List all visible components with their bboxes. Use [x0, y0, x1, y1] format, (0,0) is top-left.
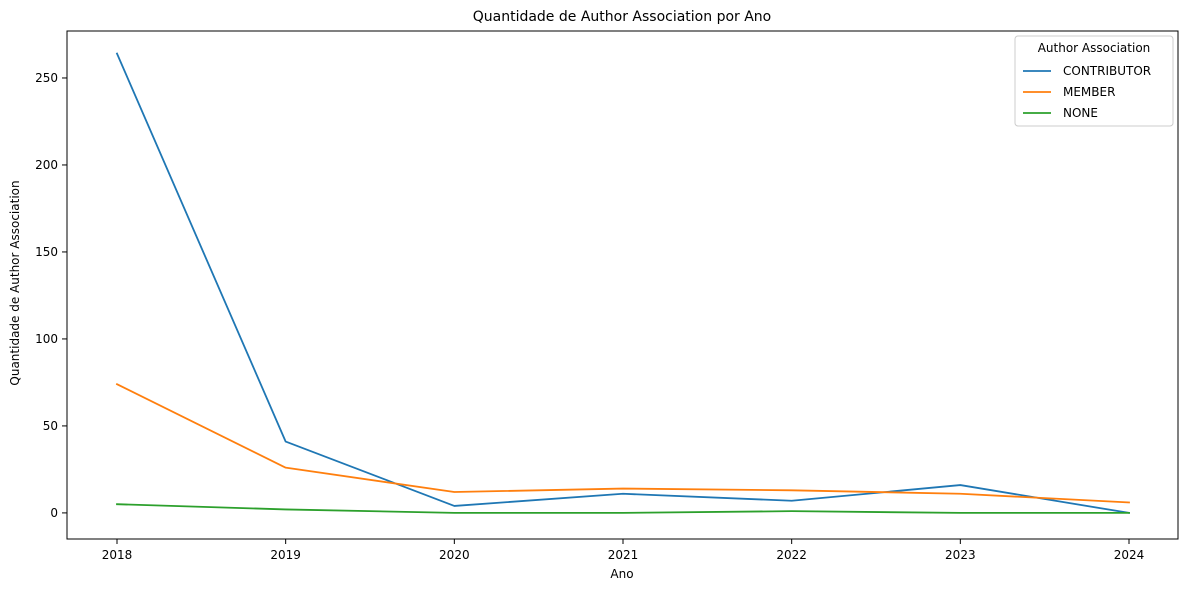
x-axis: 2018 2019 2020 2021 2022 2023 2024 [102, 539, 1145, 562]
series-line-none [116, 503, 1130, 514]
legend-label-contributor: CONTRIBUTOR [1063, 64, 1151, 78]
legend: Author Association CONTRIBUTOR MEMBER NONE [1014, 35, 1174, 127]
chart-title: Quantidade de Author Association por Ano [473, 9, 772, 25]
legend-label-member: MEMBER [1063, 85, 1115, 99]
y-tick-label: 0 [50, 506, 58, 520]
series-layer [115, 52, 1131, 514]
y-tick-label: 150 [35, 245, 58, 259]
x-tick-label: 2021 [608, 548, 639, 562]
y-tick-label: 250 [35, 71, 58, 85]
legend-box [1014, 35, 1174, 127]
x-axis-label: Ano [610, 567, 633, 581]
y-axis-label: Quantidade de Author Association [8, 180, 22, 385]
x-tick-label: 2023 [945, 548, 976, 562]
x-tick-label: 2018 [102, 548, 133, 562]
x-tick-label: 2022 [776, 548, 807, 562]
y-axis: 0 50 100 150 200 250 [35, 71, 67, 520]
y-tick-label: 100 [35, 332, 58, 346]
x-tick-label: 2024 [1114, 548, 1145, 562]
legend-label-none: NONE [1063, 106, 1098, 120]
legend-title: Author Association [1038, 41, 1151, 55]
y-tick-label: 200 [35, 158, 58, 172]
x-tick-label: 2019 [270, 548, 301, 562]
x-tick-label: 2020 [439, 548, 470, 562]
y-tick-label: 50 [43, 419, 58, 433]
series-line-contributor [115, 52, 1131, 514]
series-line-member [115, 382, 1130, 504]
